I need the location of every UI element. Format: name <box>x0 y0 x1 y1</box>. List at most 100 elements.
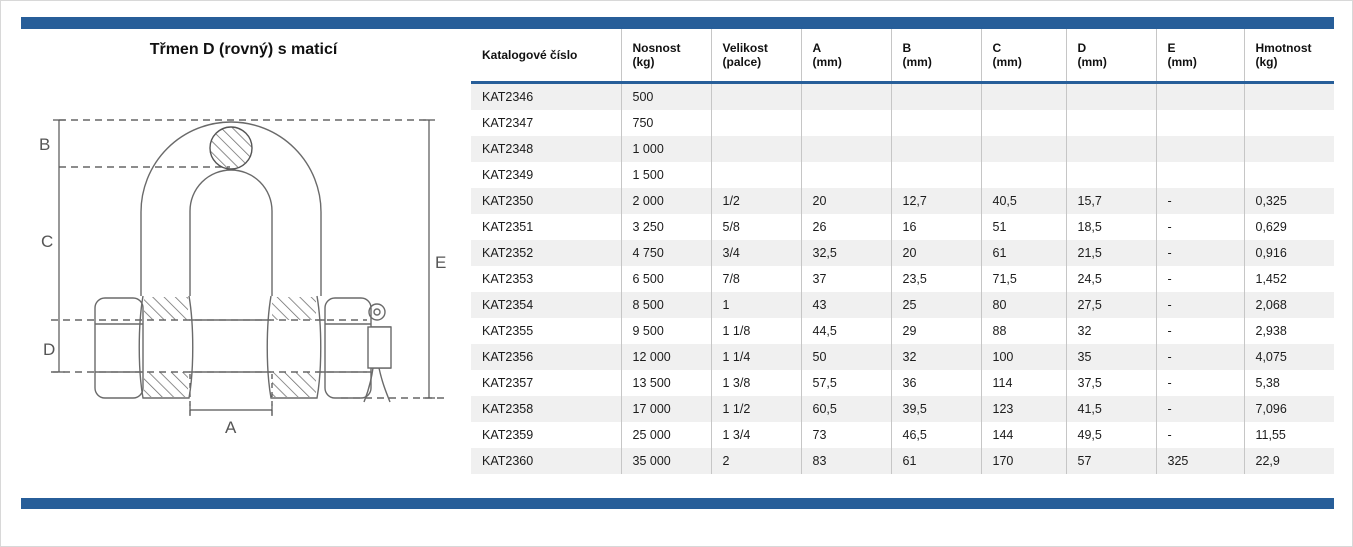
dim-label-d: D <box>43 340 55 359</box>
cell-dim-a: 44,5 <box>800 318 891 344</box>
column-header-line2: (mm) <box>992 55 1022 69</box>
cell-dim-b: 20 <box>890 240 981 266</box>
cell-dim-a: 26 <box>800 214 891 240</box>
column-header: E (mm) <box>1155 29 1244 84</box>
cell-dim-e: - <box>1155 396 1244 422</box>
cell-dim-e <box>1155 162 1244 188</box>
cell-dim-d: 57 <box>1065 448 1156 474</box>
column-header-line2: (mm) <box>902 55 932 69</box>
cell-catalog-number: KAT2351 <box>482 220 534 234</box>
cell-dim-b <box>890 136 981 162</box>
cell-catalog-number: KAT2349 <box>482 168 534 182</box>
cell-capacity: 4 750 <box>620 240 711 266</box>
cell-dim-a: 50 <box>800 344 891 370</box>
cell-dim-b: 39,5 <box>890 396 981 422</box>
column-header: Velikost (palce) <box>710 29 801 84</box>
cell-size: 7/8 <box>710 266 801 292</box>
cell-dim-a: 37 <box>800 266 891 292</box>
cell-dim-d: 15,7 <box>1065 188 1156 214</box>
cell-dim-c: 71,5 <box>980 266 1066 292</box>
top-accent-bar <box>21 17 1334 29</box>
cell-dim-b: 32 <box>890 344 981 370</box>
cell-dim-d: 18,5 <box>1065 214 1156 240</box>
table-body: KAT2346 500 KAT2347 750 <box>471 82 1334 474</box>
cell-dim-a: 43 <box>800 292 891 318</box>
cell-catalog-number: KAT2353 <box>482 272 534 286</box>
table-row: KAT2355 9 500 1 1/8 44,5 29 88 32 - 2,93… <box>471 318 1334 344</box>
cell-dim-a: 83 <box>800 448 891 474</box>
pin-cross-section <box>209 126 253 170</box>
cell-dim-c <box>980 136 1066 162</box>
cell-weight: 2,938 <box>1243 318 1334 344</box>
cell-dim-b: 46,5 <box>890 422 981 448</box>
table-row: KAT2350 2 000 1/2 20 12,7 40,5 15,7 - 0,… <box>471 188 1334 214</box>
cell-dim-c: 144 <box>980 422 1066 448</box>
cell-dim-d <box>1065 82 1156 110</box>
cell-dim-d: 21,5 <box>1065 240 1156 266</box>
dim-label-b: B <box>39 135 50 154</box>
table-row: KAT2353 6 500 7/8 37 23,5 71,5 24,5 - 1,… <box>471 266 1334 292</box>
table-row: KAT2351 3 250 5/8 26 16 51 18,5 - 0,629 <box>471 214 1334 240</box>
cell-dim-c: 114 <box>980 370 1066 396</box>
cell-dim-d: 41,5 <box>1065 396 1156 422</box>
cell-size <box>710 110 801 136</box>
cell-dim-c: 61 <box>980 240 1066 266</box>
cell-size: 1 3/4 <box>710 422 801 448</box>
table-row: KAT2349 1 500 <box>471 162 1334 188</box>
cell-weight: 0,629 <box>1243 214 1334 240</box>
cell-dim-c <box>980 110 1066 136</box>
cell-dim-d: 37,5 <box>1065 370 1156 396</box>
cell-capacity: 17 000 <box>620 396 711 422</box>
cell-weight <box>1243 162 1334 188</box>
cell-size <box>710 82 801 110</box>
column-header-line1: Nosnost <box>632 41 681 55</box>
cell-capacity: 6 500 <box>620 266 711 292</box>
table-row: KAT2360 35 000 2 83 61 170 57 325 22,9 <box>471 448 1334 474</box>
cell-dim-e <box>1155 110 1244 136</box>
cell-dim-c: 100 <box>980 344 1066 370</box>
table-row: KAT2347 750 <box>471 110 1334 136</box>
cell-weight: 7,096 <box>1243 396 1334 422</box>
cell-dim-d: 35 <box>1065 344 1156 370</box>
cell-dim-a: 73 <box>800 422 891 448</box>
cell-weight: 4,075 <box>1243 344 1334 370</box>
column-header-line1: Katalogové číslo <box>482 48 578 62</box>
hatched-sections <box>144 126 316 397</box>
cell-weight: 11,55 <box>1243 422 1334 448</box>
cell-weight <box>1243 110 1334 136</box>
cell-dim-b: 12,7 <box>890 188 981 214</box>
cell-dim-e: - <box>1155 240 1244 266</box>
cell-capacity: 9 500 <box>620 318 711 344</box>
cell-dim-c: 40,5 <box>980 188 1066 214</box>
table-row: KAT2346 500 <box>471 82 1334 110</box>
cell-dim-d <box>1065 136 1156 162</box>
cell-catalog-number: KAT2355 <box>482 324 534 338</box>
cell-weight: 0,916 <box>1243 240 1334 266</box>
cell-catalog-number: KAT2359 <box>482 428 534 442</box>
cell-capacity: 25 000 <box>620 422 711 448</box>
cell-dim-c: 123 <box>980 396 1066 422</box>
cell-catalog-number: KAT2350 <box>482 194 534 208</box>
cell-dim-e: - <box>1155 422 1244 448</box>
dimension-lines <box>53 119 435 416</box>
column-header-line1: Velikost <box>722 41 768 55</box>
column-header-line1: E <box>1167 41 1176 55</box>
cell-dim-a: 32,5 <box>800 240 891 266</box>
cell-capacity: 3 250 <box>620 214 711 240</box>
cell-size: 5/8 <box>710 214 801 240</box>
cell-dim-b: 16 <box>890 214 981 240</box>
column-header: Hmotnost (kg) <box>1243 29 1334 84</box>
column-header-line1: D <box>1077 41 1087 55</box>
cell-weight: 5,38 <box>1243 370 1334 396</box>
cell-dim-a <box>800 162 891 188</box>
cell-size: 3/4 <box>710 240 801 266</box>
cell-dim-b: 25 <box>890 292 981 318</box>
cell-dim-a <box>800 110 891 136</box>
cell-dim-d: 49,5 <box>1065 422 1156 448</box>
cell-catalog-number: KAT2356 <box>482 350 534 364</box>
cell-dim-c <box>980 82 1066 110</box>
cell-dim-e: - <box>1155 214 1244 240</box>
cell-dim-a <box>800 82 891 110</box>
cell-dim-e: - <box>1155 370 1244 396</box>
